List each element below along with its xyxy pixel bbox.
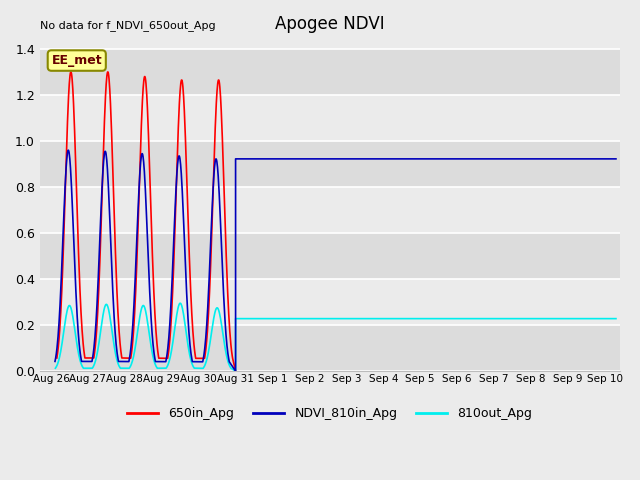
Bar <box>40 187 620 233</box>
Bar <box>40 325 620 371</box>
Bar <box>40 95 620 141</box>
Bar <box>40 279 620 325</box>
Title: Apogee NDVI: Apogee NDVI <box>275 15 385 33</box>
Bar <box>40 141 620 187</box>
Bar <box>40 49 620 95</box>
Text: No data for f_NDVI_650out_Apg: No data for f_NDVI_650out_Apg <box>40 20 216 31</box>
Bar <box>40 233 620 279</box>
Text: EE_met: EE_met <box>51 54 102 67</box>
Legend: 650in_Apg, NDVI_810in_Apg, 810out_Apg: 650in_Apg, NDVI_810in_Apg, 810out_Apg <box>122 402 537 425</box>
